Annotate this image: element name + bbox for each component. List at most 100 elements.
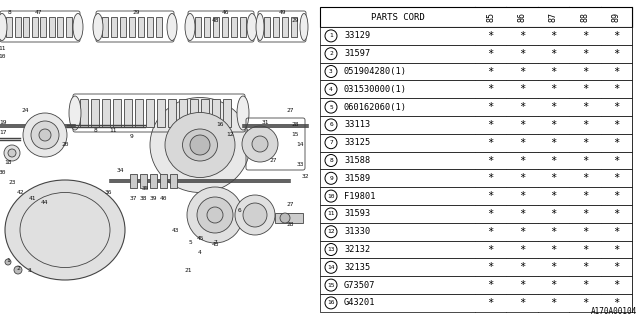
Text: 060162060(1): 060162060(1) xyxy=(344,103,407,112)
Ellipse shape xyxy=(237,96,249,130)
Circle shape xyxy=(207,207,223,223)
Text: 30: 30 xyxy=(0,170,6,174)
Ellipse shape xyxy=(150,98,250,193)
Ellipse shape xyxy=(300,13,308,41)
Text: 15: 15 xyxy=(291,132,299,138)
Bar xyxy=(160,174,167,188)
Ellipse shape xyxy=(69,96,81,130)
Bar xyxy=(282,17,288,37)
Text: *: * xyxy=(550,191,557,201)
Bar xyxy=(273,17,279,37)
Text: 9: 9 xyxy=(329,176,333,181)
Text: 31: 31 xyxy=(261,119,269,124)
Text: 33113: 33113 xyxy=(344,120,371,129)
Circle shape xyxy=(325,30,337,42)
Text: 16: 16 xyxy=(327,300,335,305)
Text: *: * xyxy=(550,280,557,290)
Circle shape xyxy=(325,208,337,220)
Bar xyxy=(320,276,632,294)
Text: *: * xyxy=(550,262,557,272)
Text: G43201: G43201 xyxy=(344,298,376,308)
Text: 12: 12 xyxy=(327,229,335,234)
Ellipse shape xyxy=(5,180,125,280)
Circle shape xyxy=(325,83,337,95)
Text: 15: 15 xyxy=(327,283,335,288)
Ellipse shape xyxy=(93,13,103,41)
Text: 7: 7 xyxy=(213,239,217,244)
Text: *: * xyxy=(488,120,494,130)
Text: *: * xyxy=(582,227,588,237)
Circle shape xyxy=(187,187,243,243)
Text: 32132: 32132 xyxy=(344,245,371,254)
Text: *: * xyxy=(550,67,557,76)
Text: 48: 48 xyxy=(211,18,219,22)
Text: *: * xyxy=(519,191,525,201)
Bar xyxy=(120,17,126,37)
Text: A170A00104: A170A00104 xyxy=(591,307,637,316)
Text: *: * xyxy=(582,67,588,76)
Text: *: * xyxy=(488,67,494,76)
Text: *: * xyxy=(519,227,525,237)
Text: *: * xyxy=(488,31,494,41)
Circle shape xyxy=(39,129,51,141)
Text: *: * xyxy=(550,49,557,59)
Text: *: * xyxy=(550,244,557,254)
Text: 11: 11 xyxy=(327,212,335,216)
Text: 27: 27 xyxy=(286,108,294,113)
Text: *: * xyxy=(613,280,620,290)
Text: PARTS CORD: PARTS CORD xyxy=(371,12,424,21)
Text: 41: 41 xyxy=(28,196,36,201)
Text: *: * xyxy=(613,120,620,130)
Text: *: * xyxy=(519,262,525,272)
Circle shape xyxy=(325,297,337,309)
Circle shape xyxy=(252,136,268,152)
Bar xyxy=(170,174,177,188)
Bar xyxy=(320,45,632,63)
Ellipse shape xyxy=(73,13,83,41)
Bar xyxy=(15,17,20,37)
Text: 19: 19 xyxy=(0,119,7,124)
Circle shape xyxy=(325,66,337,77)
Text: 9: 9 xyxy=(129,134,133,140)
Text: *: * xyxy=(519,102,525,112)
Bar xyxy=(320,134,632,152)
Circle shape xyxy=(325,279,337,291)
Bar xyxy=(320,259,632,276)
Text: 051904280(1): 051904280(1) xyxy=(344,67,407,76)
Text: 36: 36 xyxy=(104,189,112,195)
Text: 28: 28 xyxy=(286,222,294,228)
Circle shape xyxy=(4,145,20,161)
Text: F19801: F19801 xyxy=(344,192,376,201)
Text: *: * xyxy=(519,49,525,59)
Text: G73507: G73507 xyxy=(344,281,376,290)
Bar xyxy=(223,99,231,127)
Text: 5: 5 xyxy=(329,105,333,109)
Bar xyxy=(40,17,46,37)
Text: *: * xyxy=(550,84,557,94)
Text: *: * xyxy=(582,31,588,41)
Text: *: * xyxy=(488,227,494,237)
Bar xyxy=(204,17,210,37)
Text: 5: 5 xyxy=(188,239,192,244)
Bar xyxy=(320,241,632,259)
Text: 3: 3 xyxy=(329,69,333,74)
Text: 10: 10 xyxy=(0,53,6,59)
Bar xyxy=(195,17,201,37)
Text: 4: 4 xyxy=(198,250,202,254)
Text: 3: 3 xyxy=(28,268,32,273)
Bar xyxy=(190,99,198,127)
Text: *: * xyxy=(550,102,557,112)
Text: *: * xyxy=(613,138,620,148)
Text: *: * xyxy=(582,262,588,272)
Text: 45: 45 xyxy=(196,236,204,241)
Text: 6: 6 xyxy=(329,122,333,127)
Bar xyxy=(320,205,632,223)
Circle shape xyxy=(325,244,337,255)
Text: *: * xyxy=(488,173,494,183)
Bar xyxy=(80,99,88,127)
Text: 31593: 31593 xyxy=(344,209,371,218)
Circle shape xyxy=(243,203,267,227)
Ellipse shape xyxy=(247,13,257,41)
Bar xyxy=(213,17,219,37)
Text: 33: 33 xyxy=(296,163,304,167)
